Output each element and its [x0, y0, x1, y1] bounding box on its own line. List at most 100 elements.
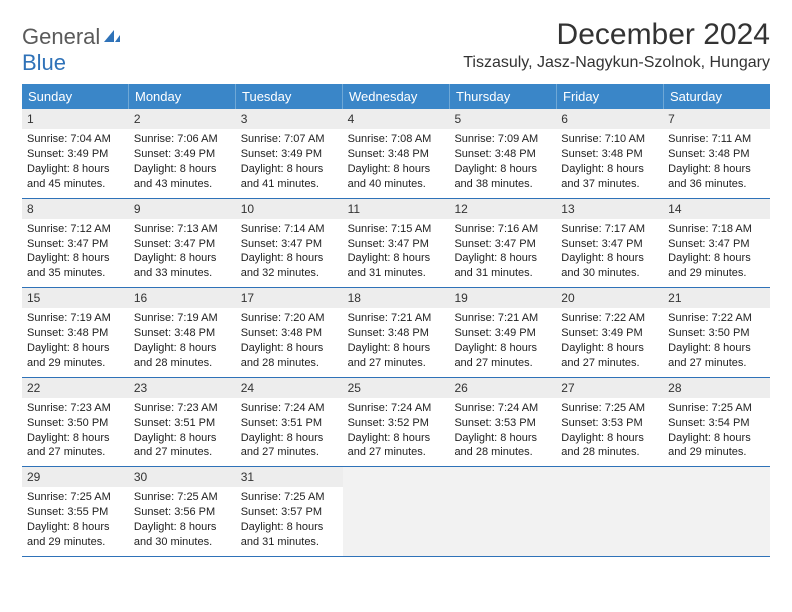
- empty-cell: .: [449, 467, 556, 556]
- day-number: 31: [236, 467, 343, 487]
- sunrise-line: Sunrise: 7:25 AM: [668, 401, 765, 416]
- sunrise-line: Sunrise: 7:10 AM: [561, 132, 658, 147]
- day-cell: 15Sunrise: 7:19 AMSunset: 3:48 PMDayligh…: [22, 288, 129, 377]
- sunset-line: Sunset: 3:47 PM: [348, 237, 445, 252]
- calendar: SundayMondayTuesdayWednesdayThursdayFrid…: [22, 84, 770, 557]
- daylight-line: Daylight: 8 hours and 28 minutes.: [454, 431, 551, 461]
- daylight-line: Daylight: 8 hours and 43 minutes.: [134, 162, 231, 192]
- daylight-line: Daylight: 8 hours and 36 minutes.: [668, 162, 765, 192]
- daylight-line: Daylight: 8 hours and 29 minutes.: [27, 520, 124, 550]
- sunrise-line: Sunrise: 7:04 AM: [27, 132, 124, 147]
- daylight-line: Daylight: 8 hours and 31 minutes.: [241, 520, 338, 550]
- sunrise-line: Sunrise: 7:07 AM: [241, 132, 338, 147]
- sunrise-line: Sunrise: 7:12 AM: [27, 222, 124, 237]
- sunset-line: Sunset: 3:51 PM: [134, 416, 231, 431]
- week-row: 1Sunrise: 7:04 AMSunset: 3:49 PMDaylight…: [22, 109, 770, 199]
- sunset-line: Sunset: 3:50 PM: [27, 416, 124, 431]
- empty-cell: .: [556, 467, 663, 556]
- daylight-line: Daylight: 8 hours and 27 minutes.: [348, 341, 445, 371]
- day-number: 24: [236, 378, 343, 398]
- day-cell: 18Sunrise: 7:21 AMSunset: 3:48 PMDayligh…: [343, 288, 450, 377]
- daylight-line: Daylight: 8 hours and 31 minutes.: [348, 251, 445, 281]
- sunset-line: Sunset: 3:48 PM: [241, 326, 338, 341]
- day-number: 27: [556, 378, 663, 398]
- daylight-line: Daylight: 8 hours and 28 minutes.: [134, 341, 231, 371]
- sunset-line: Sunset: 3:53 PM: [561, 416, 658, 431]
- day-cell: 25Sunrise: 7:24 AMSunset: 3:52 PMDayligh…: [343, 378, 450, 467]
- weekday-header: Friday: [557, 84, 664, 109]
- daylight-line: Daylight: 8 hours and 30 minutes.: [134, 520, 231, 550]
- day-cell: 12Sunrise: 7:16 AMSunset: 3:47 PMDayligh…: [449, 199, 556, 288]
- sunrise-line: Sunrise: 7:14 AM: [241, 222, 338, 237]
- week-row: 15Sunrise: 7:19 AMSunset: 3:48 PMDayligh…: [22, 288, 770, 378]
- day-number: 8: [22, 199, 129, 219]
- sunset-line: Sunset: 3:49 PM: [561, 326, 658, 341]
- sunset-line: Sunset: 3:53 PM: [454, 416, 551, 431]
- sunset-line: Sunset: 3:47 PM: [668, 237, 765, 252]
- day-cell: 26Sunrise: 7:24 AMSunset: 3:53 PMDayligh…: [449, 378, 556, 467]
- sunrise-line: Sunrise: 7:25 AM: [241, 490, 338, 505]
- logo-text-general: General: [22, 24, 100, 49]
- day-cell: 21Sunrise: 7:22 AMSunset: 3:50 PMDayligh…: [663, 288, 770, 377]
- sunrise-line: Sunrise: 7:21 AM: [454, 311, 551, 326]
- daylight-line: Daylight: 8 hours and 35 minutes.: [27, 251, 124, 281]
- title-block: December 2024 Tiszasuly, Jasz-Nagykun-Sz…: [463, 18, 770, 72]
- day-cell: 20Sunrise: 7:22 AMSunset: 3:49 PMDayligh…: [556, 288, 663, 377]
- day-cell: 7Sunrise: 7:11 AMSunset: 3:48 PMDaylight…: [663, 109, 770, 198]
- day-number: 4: [343, 109, 450, 129]
- sunrise-line: Sunrise: 7:22 AM: [668, 311, 765, 326]
- day-number: 15: [22, 288, 129, 308]
- day-cell: 17Sunrise: 7:20 AMSunset: 3:48 PMDayligh…: [236, 288, 343, 377]
- day-number: 7: [663, 109, 770, 129]
- day-cell: 22Sunrise: 7:23 AMSunset: 3:50 PMDayligh…: [22, 378, 129, 467]
- sunset-line: Sunset: 3:48 PM: [668, 147, 765, 162]
- day-number: 2: [129, 109, 236, 129]
- week-row: 8Sunrise: 7:12 AMSunset: 3:47 PMDaylight…: [22, 199, 770, 289]
- day-cell: 6Sunrise: 7:10 AMSunset: 3:48 PMDaylight…: [556, 109, 663, 198]
- week-row: 22Sunrise: 7:23 AMSunset: 3:50 PMDayligh…: [22, 378, 770, 468]
- empty-cell: .: [343, 467, 450, 556]
- daylight-line: Daylight: 8 hours and 27 minutes.: [668, 341, 765, 371]
- day-cell: 9Sunrise: 7:13 AMSunset: 3:47 PMDaylight…: [129, 199, 236, 288]
- sunset-line: Sunset: 3:52 PM: [348, 416, 445, 431]
- sunrise-line: Sunrise: 7:20 AM: [241, 311, 338, 326]
- day-cell: 3Sunrise: 7:07 AMSunset: 3:49 PMDaylight…: [236, 109, 343, 198]
- day-cell: 4Sunrise: 7:08 AMSunset: 3:48 PMDaylight…: [343, 109, 450, 198]
- day-cell: 1Sunrise: 7:04 AMSunset: 3:49 PMDaylight…: [22, 109, 129, 198]
- daylight-line: Daylight: 8 hours and 29 minutes.: [668, 431, 765, 461]
- day-number: 9: [129, 199, 236, 219]
- sunrise-line: Sunrise: 7:21 AM: [348, 311, 445, 326]
- weekday-header: Tuesday: [236, 84, 343, 109]
- day-cell: 8Sunrise: 7:12 AMSunset: 3:47 PMDaylight…: [22, 199, 129, 288]
- day-cell: 23Sunrise: 7:23 AMSunset: 3:51 PMDayligh…: [129, 378, 236, 467]
- daylight-line: Daylight: 8 hours and 38 minutes.: [454, 162, 551, 192]
- daylight-line: Daylight: 8 hours and 30 minutes.: [561, 251, 658, 281]
- sunrise-line: Sunrise: 7:25 AM: [27, 490, 124, 505]
- sunset-line: Sunset: 3:49 PM: [454, 326, 551, 341]
- sunset-line: Sunset: 3:55 PM: [27, 505, 124, 520]
- sunset-line: Sunset: 3:47 PM: [241, 237, 338, 252]
- day-number: 14: [663, 199, 770, 219]
- sunset-line: Sunset: 3:48 PM: [454, 147, 551, 162]
- sunset-line: Sunset: 3:49 PM: [27, 147, 124, 162]
- sunrise-line: Sunrise: 7:23 AM: [27, 401, 124, 416]
- sunset-line: Sunset: 3:48 PM: [561, 147, 658, 162]
- day-cell: 13Sunrise: 7:17 AMSunset: 3:47 PMDayligh…: [556, 199, 663, 288]
- weekday-header: Sunday: [22, 84, 129, 109]
- sunrise-line: Sunrise: 7:24 AM: [241, 401, 338, 416]
- day-cell: 30Sunrise: 7:25 AMSunset: 3:56 PMDayligh…: [129, 467, 236, 556]
- day-number: 13: [556, 199, 663, 219]
- day-number: 17: [236, 288, 343, 308]
- sunrise-line: Sunrise: 7:24 AM: [348, 401, 445, 416]
- sunrise-line: Sunrise: 7:09 AM: [454, 132, 551, 147]
- day-cell: 28Sunrise: 7:25 AMSunset: 3:54 PMDayligh…: [663, 378, 770, 467]
- daylight-line: Daylight: 8 hours and 27 minutes.: [454, 341, 551, 371]
- daylight-line: Daylight: 8 hours and 28 minutes.: [561, 431, 658, 461]
- sunset-line: Sunset: 3:48 PM: [348, 147, 445, 162]
- day-cell: 29Sunrise: 7:25 AMSunset: 3:55 PMDayligh…: [22, 467, 129, 556]
- daylight-line: Daylight: 8 hours and 33 minutes.: [134, 251, 231, 281]
- sunset-line: Sunset: 3:50 PM: [668, 326, 765, 341]
- day-number: 28: [663, 378, 770, 398]
- sunset-line: Sunset: 3:48 PM: [134, 326, 231, 341]
- daylight-line: Daylight: 8 hours and 27 minutes.: [561, 341, 658, 371]
